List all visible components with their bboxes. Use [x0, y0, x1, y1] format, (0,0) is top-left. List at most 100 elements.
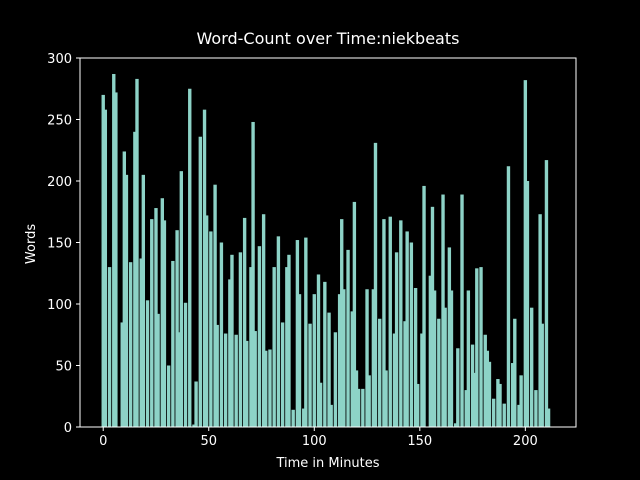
bar: [479, 267, 483, 427]
bar: [394, 252, 399, 427]
bar: [171, 260, 175, 427]
bar: [337, 294, 342, 427]
bar: [238, 252, 243, 427]
bar: [112, 73, 116, 428]
bar: [268, 349, 272, 427]
bar: [162, 220, 167, 427]
bar: [384, 370, 388, 427]
bar: [156, 313, 160, 427]
bar: [122, 151, 127, 428]
bar: [177, 332, 181, 427]
bar: [179, 171, 183, 427]
bar: [502, 403, 506, 427]
bar: [234, 334, 238, 427]
bar: [204, 215, 209, 427]
bar: [498, 383, 502, 427]
bar: [466, 290, 471, 427]
bar: [272, 267, 276, 427]
bar: [356, 388, 361, 427]
bar: [491, 398, 496, 427]
bar: [373, 142, 378, 427]
bar: [443, 307, 447, 427]
bar: [413, 288, 418, 427]
bar: [188, 88, 192, 427]
bar: [323, 281, 327, 427]
x-tick-label: 100: [302, 434, 327, 449]
y-tick-label: 50: [55, 360, 72, 375]
bar: [420, 333, 424, 427]
bar: [194, 381, 198, 427]
x-axis-label: Time in Minutes: [275, 456, 379, 471]
bar: [327, 312, 331, 427]
bar: [230, 254, 234, 427]
bar: [150, 219, 154, 427]
bar: [316, 274, 321, 427]
bar: [198, 136, 202, 427]
bar: [382, 219, 386, 427]
bar: [525, 181, 530, 427]
bar: [464, 390, 468, 427]
bar: [506, 166, 511, 428]
bar: [297, 294, 302, 427]
bar: [101, 94, 105, 428]
bar: [261, 214, 266, 427]
bar: [538, 214, 542, 427]
bar: [242, 217, 247, 427]
bar: [496, 379, 500, 427]
bar: [291, 409, 295, 427]
bar: [245, 340, 249, 427]
bar: [141, 174, 146, 427]
bar: [342, 289, 346, 427]
bar: [107, 267, 112, 427]
bar: [392, 333, 397, 427]
bar: [280, 322, 285, 427]
bar: [350, 311, 354, 427]
bar: [523, 80, 528, 427]
bar: [430, 206, 435, 427]
bar: [202, 109, 207, 427]
bar: [449, 290, 454, 427]
bar: [388, 216, 392, 427]
bar: [166, 365, 171, 427]
bar: [103, 109, 108, 427]
bar: [295, 240, 300, 427]
bar: [285, 267, 289, 427]
bar: [223, 333, 228, 427]
bar: [120, 322, 124, 427]
bar: [251, 121, 255, 428]
bar: [304, 237, 308, 427]
bar: [340, 219, 344, 427]
bar: [544, 160, 549, 427]
bar: [403, 321, 407, 427]
bar: [228, 279, 232, 427]
bar: [534, 390, 538, 427]
bar: [302, 408, 306, 427]
bar: [470, 344, 475, 427]
bar: [399, 220, 403, 427]
bar: [361, 388, 365, 427]
x-tick-label: 200: [513, 434, 538, 449]
bar: [546, 408, 551, 427]
bar: [513, 318, 517, 427]
bar: [519, 375, 523, 427]
chart-title: Word-Count over Time:niekbeats: [197, 29, 460, 48]
bar: [333, 332, 338, 427]
bar: [287, 254, 291, 427]
bar: [473, 372, 477, 427]
bar: [540, 323, 544, 427]
bar: [128, 262, 133, 427]
bar: [487, 361, 492, 427]
bar: [475, 268, 479, 427]
bar: [249, 267, 253, 427]
bar: [253, 331, 257, 427]
bar: [124, 174, 129, 427]
bar: [354, 370, 359, 427]
bar: [409, 242, 414, 427]
bar: [485, 350, 490, 427]
bar: [517, 404, 521, 427]
bar: [454, 423, 458, 427]
bar: [318, 382, 323, 427]
bar: [183, 302, 188, 427]
bar: [441, 194, 445, 427]
